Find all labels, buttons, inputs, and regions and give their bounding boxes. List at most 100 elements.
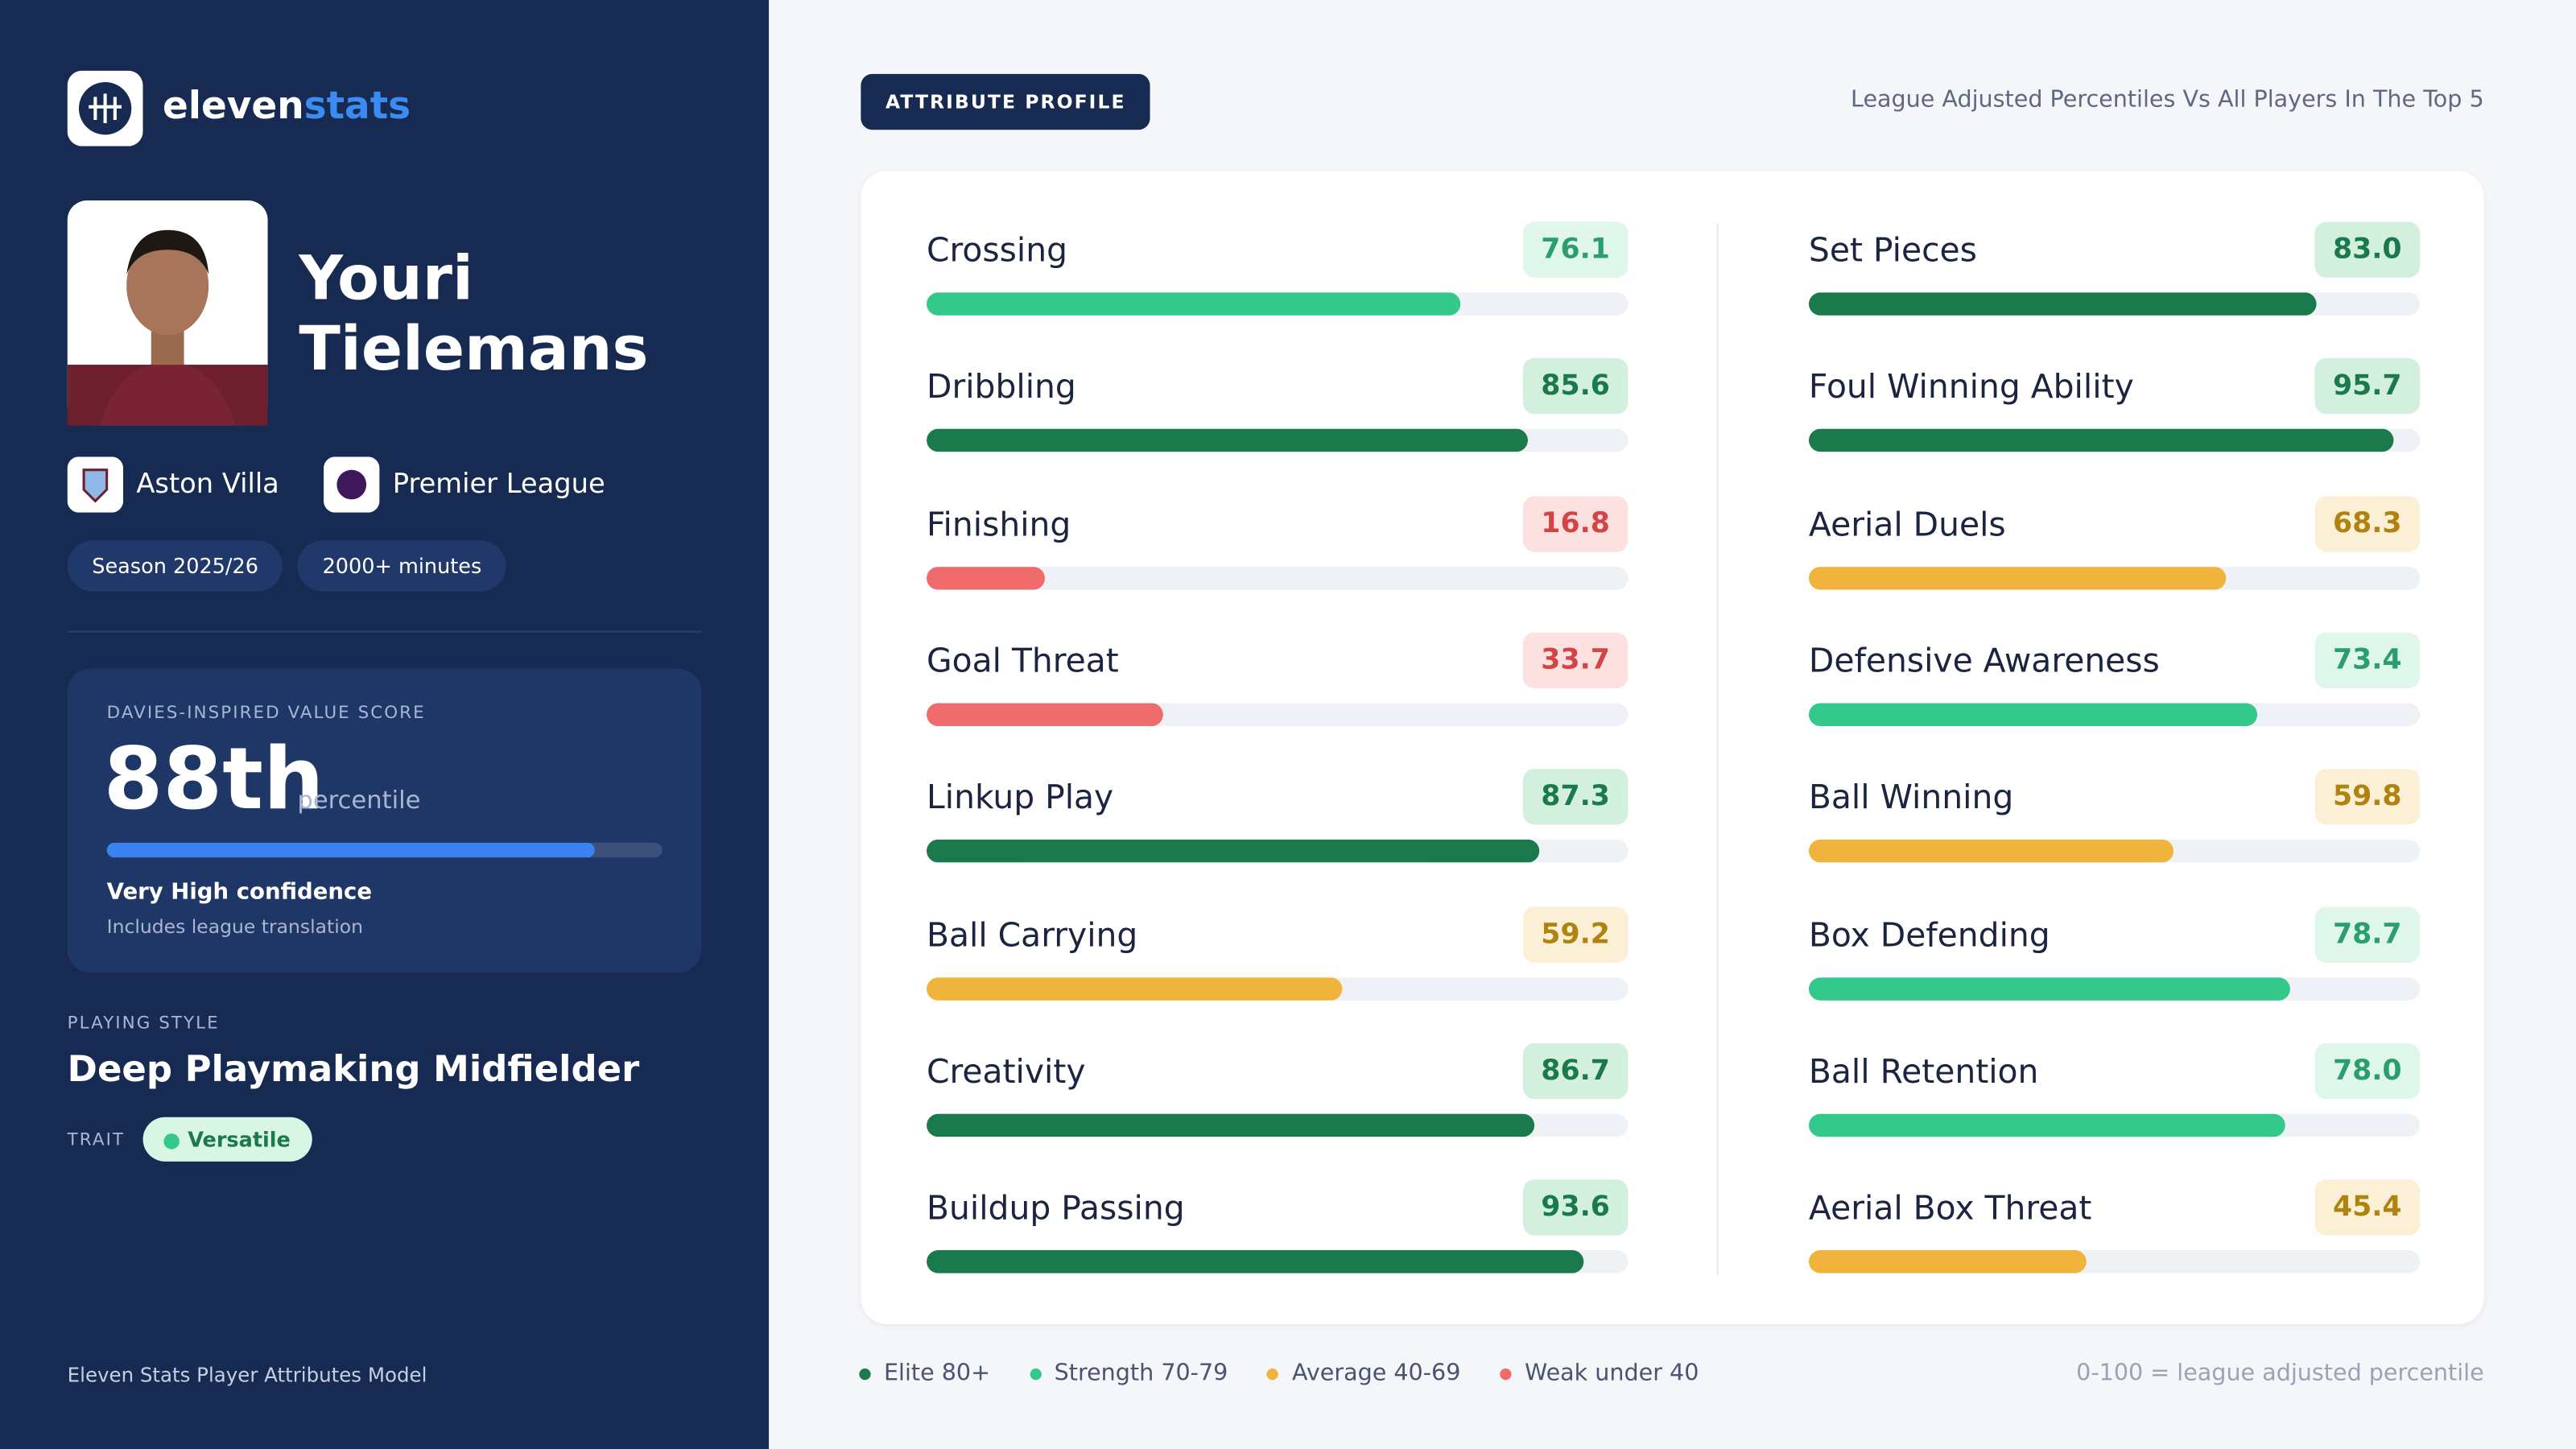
footer: Eleven Stats Player Attributes Model	[67, 1363, 427, 1387]
bar	[1808, 1250, 2087, 1274]
bar-track	[1808, 1113, 2421, 1137]
legend: Elite 80+ Strength 70-79 Average 40-69 Weak…	[859, 1360, 1699, 1387]
attribute-value: 85.6	[1522, 358, 1629, 415]
attribute-value: 78.0	[2314, 1042, 2421, 1099]
bar	[927, 429, 1527, 452]
bar	[927, 840, 1539, 863]
bar-track	[927, 566, 1629, 589]
attribute-name: Ball Winning	[1808, 777, 2014, 817]
attribute-name: Buildup Passing	[927, 1187, 1185, 1228]
club: Aston Villa	[136, 468, 279, 500]
bar	[927, 703, 1163, 726]
attribute-name: Set Pieces	[1808, 229, 1977, 270]
league-icon	[324, 456, 380, 513]
legend-item: Average 40-69	[1267, 1360, 1461, 1387]
legend-dot	[1030, 1367, 1042, 1380]
attribute-value: 68.3	[2314, 495, 2421, 551]
bar	[1808, 1113, 2286, 1137]
bar	[1808, 840, 2174, 863]
attribute-name: Linkup Play	[927, 777, 1114, 817]
attribute-value: 83.0	[2314, 221, 2421, 278]
attribute-value: 76.1	[1522, 221, 1629, 278]
bar-track	[927, 703, 1629, 726]
attribute-name: Defensive Awareness	[1808, 640, 2160, 680]
value-card: DAVIES-INSPIRED VALUE SCORE 88th percent…	[67, 668, 702, 973]
attribute-name: Ball Retention	[1808, 1051, 2039, 1091]
attribute-name: Ball Carrying	[927, 914, 1138, 954]
brand-second: stats	[303, 85, 411, 129]
attribute-value: 73.4	[2314, 632, 2421, 688]
bar-track	[927, 1113, 1629, 1137]
bar	[927, 566, 1045, 589]
value-bar	[106, 842, 596, 858]
bar-track	[927, 976, 1629, 1000]
attribute-name: Aerial Duels	[1808, 503, 2006, 543]
player-name: Youri Tielemans	[299, 243, 649, 385]
attribute-value: 87.3	[1522, 769, 1629, 825]
legend-item: Weak under 40	[1500, 1360, 1699, 1386]
divider	[67, 630, 702, 633]
profile-card: Crossing 76.1 Dribbling 85.6 Finishing 16.8 Go…	[861, 171, 2484, 1324]
attribute-name: Crossing	[927, 229, 1068, 270]
confidence-note: Includes league translation	[106, 914, 363, 939]
attribute-name: Finishing	[927, 503, 1071, 543]
legend-item: Elite 80+	[859, 1360, 990, 1386]
attribute-value: 93.6	[1522, 1179, 1629, 1236]
bar	[1808, 429, 2394, 452]
legend-dot	[1500, 1367, 1512, 1380]
bar-track	[1808, 429, 2421, 452]
legend-dot	[859, 1367, 871, 1380]
attribute-value: 78.7	[2314, 906, 2421, 962]
footnote: 0-100 = league adjusted percentile	[2076, 1360, 2484, 1387]
profile-badge: ATTRIBUTE PROFILE	[861, 73, 1151, 130]
attribute-name: Dribbling	[927, 366, 1076, 407]
bar-track	[1808, 1250, 2421, 1274]
attribute-value: 45.4	[2314, 1179, 2421, 1236]
legend-dot	[1267, 1367, 1279, 1380]
brand-first: eleven	[163, 85, 304, 129]
legend-label: Average 40-69	[1291, 1360, 1461, 1387]
side-panel: elevenstats Youri Tielemans Aston Villa …	[0, 0, 770, 1449]
style-label: PLAYING STYLE	[67, 1013, 220, 1034]
value-label: DAVIES-INSPIRED VALUE SCORE	[106, 703, 426, 723]
bar	[1808, 292, 2317, 316]
bar	[1808, 703, 2258, 726]
attribute-name: Foul Winning Ability	[1808, 366, 2134, 407]
player-photo	[67, 200, 268, 426]
trait-label: TRAIT	[67, 1130, 126, 1150]
logo	[67, 70, 143, 147]
attribute-name: Goal Threat	[927, 640, 1119, 680]
confidence: Very High confidence	[106, 878, 373, 906]
attribute-value: 33.7	[1522, 632, 1629, 688]
brand: elevenstats	[163, 85, 411, 128]
club-icon	[67, 456, 124, 513]
bar	[927, 292, 1461, 316]
chip: 2000+ minutes	[297, 540, 506, 592]
bar-track	[1808, 840, 2421, 863]
bar-track	[1808, 292, 2421, 316]
bar	[927, 1250, 1583, 1274]
style-value: Deep Playmaking Midfielder	[67, 1050, 640, 1092]
legend-label: Strength 70-79	[1054, 1360, 1228, 1387]
column-divider	[1716, 223, 1719, 1275]
league: Premier League	[392, 468, 605, 500]
bar	[927, 976, 1342, 1000]
bar-track	[1808, 976, 2421, 1000]
chips: Season 2025/26 2000+ minutes	[67, 540, 506, 592]
bar	[1808, 566, 2227, 589]
value-track	[106, 842, 663, 858]
bar-track	[1808, 703, 2421, 726]
bar-track	[1808, 566, 2421, 589]
trait: Versatile	[188, 1126, 291, 1152]
bar	[927, 1113, 1535, 1137]
attribute-value: 86.7	[1522, 1042, 1629, 1099]
value-score: 88th	[103, 731, 324, 830]
attribute-name: Aerial Box Threat	[1808, 1187, 2092, 1228]
bar-track	[927, 292, 1629, 316]
attribute-value: 59.2	[1522, 906, 1629, 962]
profile-subtitle: League Adjusted Percentiles Vs All Playe…	[1851, 87, 2484, 114]
bar-track	[927, 1250, 1629, 1274]
attribute-value: 16.8	[1522, 495, 1629, 551]
